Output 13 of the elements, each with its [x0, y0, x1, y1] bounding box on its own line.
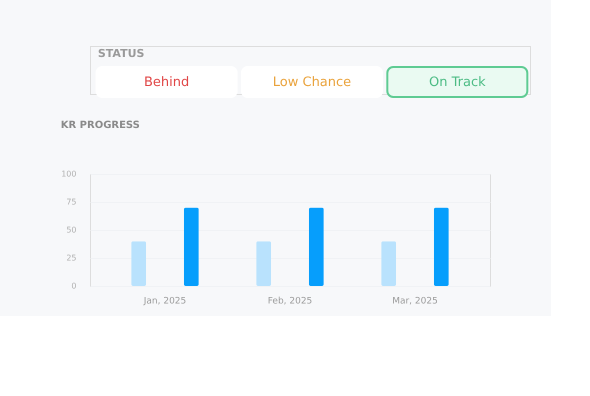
x-tick-label: Jan, 2025	[142, 296, 186, 306]
x-tick-label: Mar, 2025	[392, 296, 438, 306]
y-tick-label: 25	[66, 254, 76, 262]
text: On Track	[429, 75, 486, 90]
text: Behind	[144, 75, 190, 90]
y-tick-label: 50	[66, 226, 76, 234]
chart-title: KR PROGRESS	[60, 120, 140, 131]
x-tick-label: Feb, 2025	[268, 296, 312, 306]
y-tick-label: 0	[71, 282, 76, 290]
text: Low Chance	[272, 75, 352, 90]
y-tick-label: 75	[66, 198, 76, 206]
text: STATUS	[98, 47, 145, 60]
y-tick-label: 100	[61, 170, 76, 178]
